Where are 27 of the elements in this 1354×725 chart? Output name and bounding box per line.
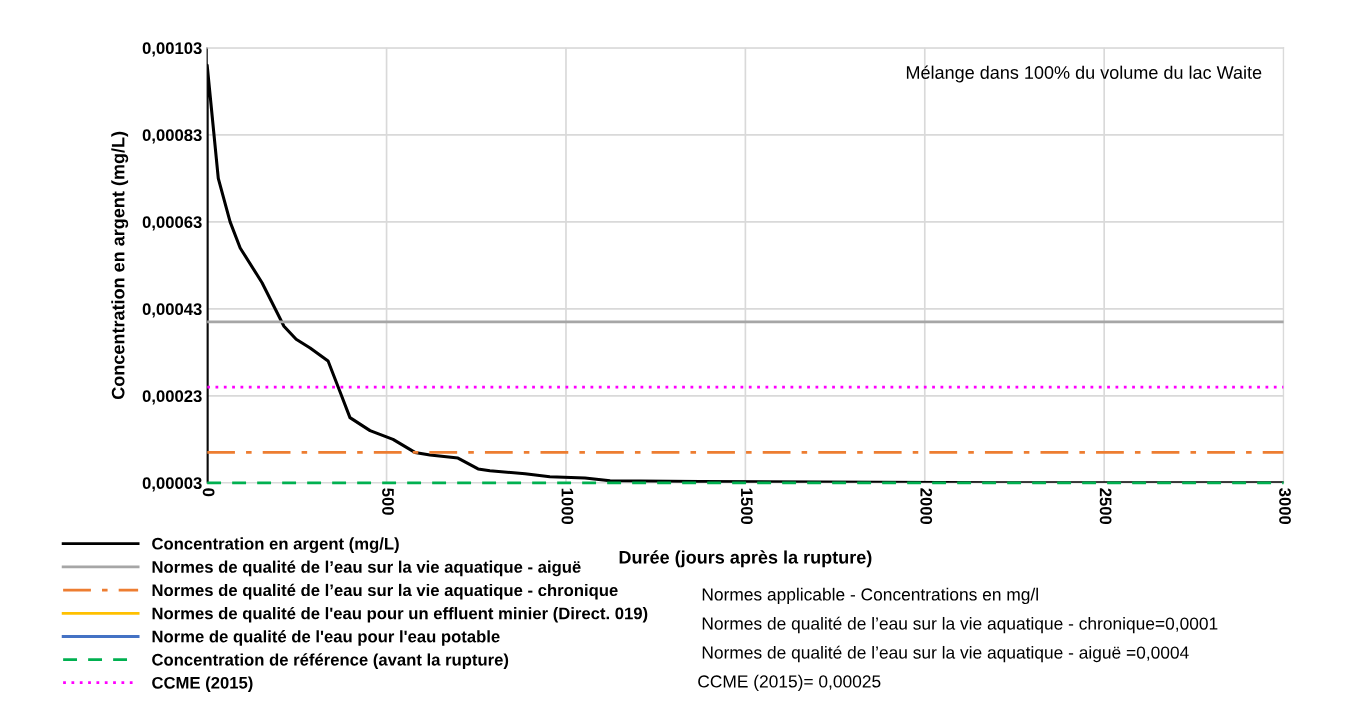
legend-label: Normes de qualité de l'eau pour un effluent minier (Direct. 019) (152, 606, 648, 623)
x-tick-label: 2500 (1099, 488, 1112, 525)
legend-label: Normes de qualité de l’eau sur la vie aquatique - chronique (152, 583, 618, 600)
legend-label: Concentration en argent (mg/L) (152, 537, 399, 553)
x-tick-label: 1500 (740, 488, 753, 525)
x-tick-label: 0 (202, 488, 215, 497)
legend-label: Norme de qualité de l'eau pour l'eau potable (152, 630, 500, 646)
legend-label: CCME (2015) (152, 676, 253, 692)
y-tick-label: 0,00043 (142, 303, 202, 318)
x-tick-label: 500 (382, 488, 394, 515)
text: Normes de qualité de l’eau sur la vie aquatique - aiguë =0,0004 (702, 645, 1189, 663)
text: Normes de qualité de l’eau sur la vie aquatique - chronique=0,0001 (702, 616, 1218, 634)
x-axis-title: Durée (jours après la rupture) (619, 550, 872, 568)
y-tick-label: 0,00063 (142, 216, 202, 231)
y-tick-label: 0,00023 (142, 390, 202, 405)
legend-label: Concentration de référence (avant la rupture) (152, 653, 509, 669)
y-axis-title: Concentration en argent (mg/L) (111, 131, 129, 400)
legend-label: Normes de qualité de l’eau sur la vie aquatique - aiguë (152, 560, 581, 577)
x-tick-label: 1000 (561, 488, 574, 525)
y-tick-label: 0,00103 (142, 42, 202, 57)
y-tick-label: 0,00003 (142, 477, 202, 492)
annotation: Mélange dans 100% du volume du lac Waite (906, 65, 1262, 83)
x-tick-label: 2000 (920, 488, 933, 525)
text: Normes applicable - Concentrations en mg/l (702, 587, 1038, 605)
text: CCME (2015)= 0,00025 (698, 674, 881, 692)
y-tick-label: 0,00083 (142, 129, 202, 144)
x-tick-label: 3000 (1279, 488, 1291, 525)
